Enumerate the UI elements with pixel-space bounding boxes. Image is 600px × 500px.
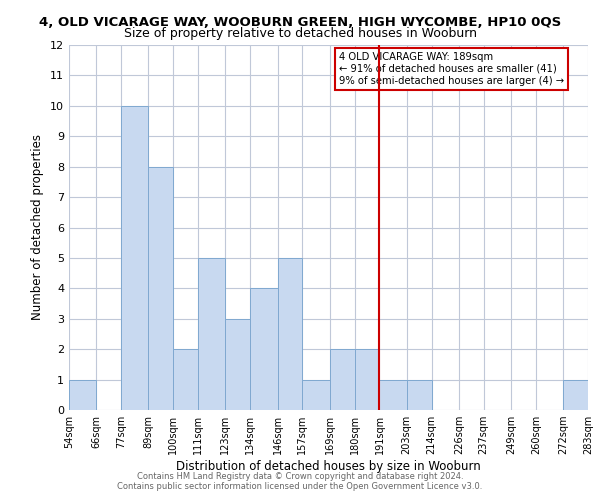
X-axis label: Distribution of detached houses by size in Wooburn: Distribution of detached houses by size … — [176, 460, 481, 473]
Bar — [226, 319, 250, 410]
Bar — [278, 258, 302, 410]
Y-axis label: Number of detached properties: Number of detached properties — [31, 134, 44, 320]
Bar — [302, 380, 329, 410]
Text: 4 OLD VICARAGE WAY: 189sqm
← 91% of detached houses are smaller (41)
9% of semi-: 4 OLD VICARAGE WAY: 189sqm ← 91% of deta… — [339, 52, 564, 86]
Text: 4, OLD VICARAGE WAY, WOOBURN GREEN, HIGH WYCOMBE, HP10 0QS: 4, OLD VICARAGE WAY, WOOBURN GREEN, HIGH… — [39, 16, 561, 29]
Bar — [563, 380, 588, 410]
Bar — [198, 258, 226, 410]
Bar — [173, 349, 198, 410]
Bar — [148, 166, 173, 410]
Bar — [329, 349, 355, 410]
Bar — [69, 380, 96, 410]
Bar — [121, 106, 148, 410]
Text: Contains HM Land Registry data © Crown copyright and database right 2024.: Contains HM Land Registry data © Crown c… — [137, 472, 463, 481]
Bar — [379, 380, 407, 410]
Text: Contains public sector information licensed under the Open Government Licence v3: Contains public sector information licen… — [118, 482, 482, 491]
Bar — [250, 288, 278, 410]
Bar — [355, 349, 379, 410]
Text: Size of property relative to detached houses in Wooburn: Size of property relative to detached ho… — [124, 28, 476, 40]
Bar — [407, 380, 431, 410]
